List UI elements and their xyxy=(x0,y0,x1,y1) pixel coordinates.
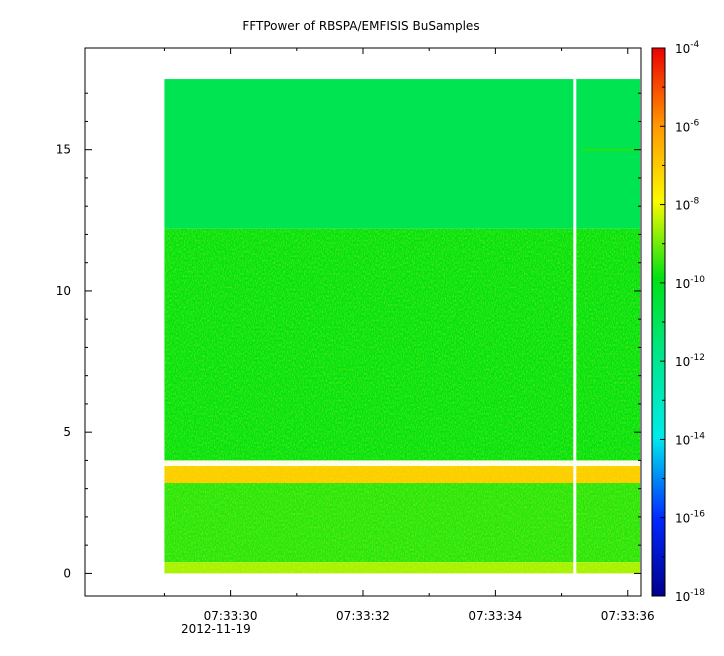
y-tick-label: 0 xyxy=(63,566,71,580)
spectrogram-band xyxy=(164,79,640,229)
colorbar-tick-label: 10-18 xyxy=(675,588,705,604)
colorbar-tick-label: 10-12 xyxy=(675,353,705,369)
colorbar-tick-label: 10-8 xyxy=(675,197,700,213)
colorbar: 10-4 10-6 10-8 10-10 10-12 10-14 10-16 10-18 xyxy=(651,40,705,604)
spectrogram-image xyxy=(164,79,640,574)
colorbar-tick-label: 10-4 xyxy=(675,40,700,56)
x-tick-date: 2012-11-19 xyxy=(181,622,251,636)
colorbar-tick-label: 10-16 xyxy=(675,510,705,526)
x-tick-label: 07:33:34 xyxy=(468,609,522,623)
x-tick-label: 07:33:32 xyxy=(336,609,390,623)
colorbar-tick-label: 10-14 xyxy=(675,431,705,447)
colorbar-tick-label: 10-10 xyxy=(675,275,705,291)
chart-title: FFTPower of RBSPA/EMFISIS BuSamples xyxy=(242,19,479,33)
data-gap xyxy=(573,79,577,574)
x-tick-label: 07:33:36 xyxy=(601,609,655,623)
y-tick-label: 10 xyxy=(56,284,71,298)
spectrogram-noise xyxy=(164,228,640,574)
colorbar-tick-label: 10-6 xyxy=(675,118,700,134)
x-tick-label: 07:33:30 xyxy=(204,609,258,623)
y-tick-label: 5 xyxy=(63,425,71,439)
x-axis: 07:33:30 07:33:32 07:33:34 07:33:36 xyxy=(163,48,655,623)
y-tick-label: 15 xyxy=(56,143,71,157)
y-axis: 0 5 10 15 xyxy=(56,92,641,580)
